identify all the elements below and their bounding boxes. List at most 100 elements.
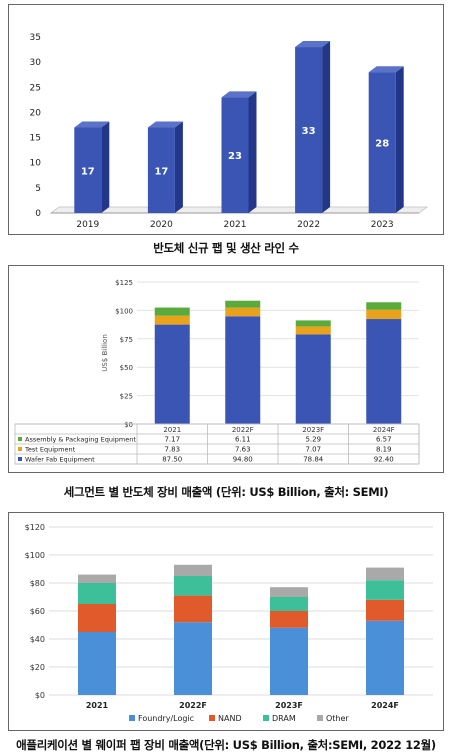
y-tick-label: $75 — [120, 336, 133, 344]
x-tick-label: 2022F — [179, 701, 207, 710]
bar-segment-2021 — [78, 574, 116, 583]
y-tick-label: $100 — [115, 307, 133, 315]
bar-segment-2021 — [78, 583, 116, 604]
fab-count-chart: 0 5 10 15 20 25 30 35 17 2019 17 2020 23 2021 33 2022 28… — [30, 33, 429, 230]
bar-segment-2023F — [295, 334, 331, 424]
data-label: 23 — [228, 151, 242, 162]
bar — [295, 47, 323, 213]
bar-segment-2023F — [295, 320, 331, 327]
x-tick-label: 2019 — [76, 220, 99, 230]
x-tick-label: 2024F — [371, 701, 399, 710]
bar-side — [101, 121, 110, 213]
wfe-application-chart: $0 $20 $40 $60 $80 $100 $120 2021 2022F 2023F 2024… — [25, 523, 433, 723]
legend-entry: Wafer Fab Equipment — [25, 456, 95, 464]
legend-entry: Assembly & Packaging Equipment — [25, 436, 136, 444]
bar-segment-2023F — [270, 587, 308, 597]
x-tick-label: 2021 — [86, 701, 109, 710]
legend-swatch — [263, 715, 269, 721]
y-tick-label: $40 — [30, 635, 45, 644]
y-tick-label: 35 — [30, 33, 41, 43]
bar-segment-2022F — [174, 622, 212, 695]
bar — [221, 97, 249, 213]
bar-2022 — [295, 41, 331, 213]
bar-segment-2023F — [270, 597, 308, 611]
bar-2023 — [368, 66, 404, 213]
legend-entry: DRAM — [272, 714, 296, 723]
bar-side — [248, 91, 257, 213]
legend-swatch — [129, 715, 135, 721]
bar-segment-2024F — [366, 309, 402, 320]
table-header-cell: 2022F — [232, 426, 254, 434]
table-header-cell: 2024F — [373, 426, 395, 434]
bar-segment-2023F — [270, 627, 308, 695]
table-value-cell: 5.29 — [305, 436, 321, 444]
bar-segment-2021 — [78, 604, 116, 632]
table-header-cell: 2021 — [163, 426, 181, 434]
table-value-cell: 8.19 — [376, 446, 392, 454]
bar-segment-2023F — [270, 611, 308, 628]
y-tick-label: $60 — [30, 607, 45, 616]
table-value-cell: 94.80 — [233, 456, 253, 464]
x-tick-label: 2023F — [275, 701, 303, 710]
bar-side — [395, 66, 404, 213]
bar-side — [174, 121, 183, 213]
y-tick-label: $0 — [124, 421, 133, 429]
bar-segment-2024F — [366, 620, 404, 695]
data-label: 33 — [302, 126, 316, 137]
y-tick-label: 5 — [35, 184, 41, 194]
bar-segment-2022F — [225, 316, 261, 424]
x-tick-label: 2020 — [150, 220, 173, 230]
bar-segment-2024F — [366, 302, 402, 310]
table-value-cell: 87.50 — [162, 456, 182, 464]
bar-top — [74, 121, 110, 128]
bar-2020 — [147, 121, 183, 213]
legend-swatch — [209, 715, 215, 721]
bar-side — [322, 41, 331, 213]
legend-entry: Other — [326, 714, 349, 723]
bar-top — [295, 41, 331, 48]
bar-segment-2021 — [78, 632, 116, 695]
equipment-segment-chart-panel: $0 $25 $50 $75 $100 $125 US$ Billion 2021 2022F 2… — [8, 265, 444, 473]
bar-segment-2024F — [366, 599, 404, 621]
equipment-segment-chart-caption: 세그먼트 별 반도체 장비 매출액 (단위: US$ Billion, 출처: … — [63, 485, 389, 499]
table-value-cell: 7.07 — [305, 446, 321, 454]
legend-entry: Test Equipment — [24, 446, 76, 454]
bar-segment-2024F — [366, 580, 404, 600]
table-value-cell: 78.84 — [303, 456, 324, 464]
x-tick-label: 2021 — [224, 220, 247, 230]
legend-swatch — [18, 447, 22, 451]
equipment-segment-chart: $0 $25 $50 $75 $100 $125 US$ Billion 2021 2022F 2… — [14, 279, 420, 465]
wfe-application-chart-caption: 애플리케이션 별 웨이퍼 팹 장비 매출액(단위: US$ Billion, 출… — [16, 738, 436, 752]
data-label: 17 — [154, 166, 168, 177]
bar-top — [147, 121, 183, 128]
legend-swatch — [18, 457, 22, 461]
bar-segment-2022F — [225, 300, 261, 308]
y-tick-label: $25 — [120, 393, 133, 401]
table-value-cell: 6.57 — [376, 436, 392, 444]
y-tick-label: 0 — [35, 209, 41, 219]
legend-entry: Foundry/Logic — [138, 714, 194, 723]
table-header-cell: 2023F — [302, 426, 324, 434]
table-value-cell: 92.40 — [374, 456, 394, 464]
legend-entry: NAND — [218, 714, 242, 723]
y-axis-title: US$ Billion — [101, 334, 109, 372]
y-tick-label: $120 — [25, 523, 45, 532]
bar-segment-2021 — [154, 324, 190, 424]
y-tick-label: 20 — [30, 108, 42, 118]
y-tick-label: $20 — [30, 663, 45, 672]
wfe-application-chart-panel: $0 $20 $40 $60 $80 $100 $120 2021 2022F 2023F 2024… — [8, 512, 444, 731]
x-tick-label: 2022 — [297, 220, 320, 230]
bar-segment-2021 — [154, 315, 190, 325]
bar-segment-2022F — [174, 564, 212, 576]
bar-segment-2022F — [225, 307, 261, 317]
table-value-cell: 7.63 — [235, 446, 251, 454]
y-tick-label: 15 — [30, 134, 41, 144]
bar-segment-2022F — [174, 595, 212, 623]
bar-segment-2023F — [295, 326, 331, 335]
data-label: 17 — [81, 166, 95, 177]
legend-swatch — [317, 715, 323, 721]
bar — [74, 127, 102, 213]
bar-segment-2022F — [174, 576, 212, 596]
y-tick-label: $0 — [35, 691, 45, 700]
bar-segment-2021 — [154, 307, 190, 316]
